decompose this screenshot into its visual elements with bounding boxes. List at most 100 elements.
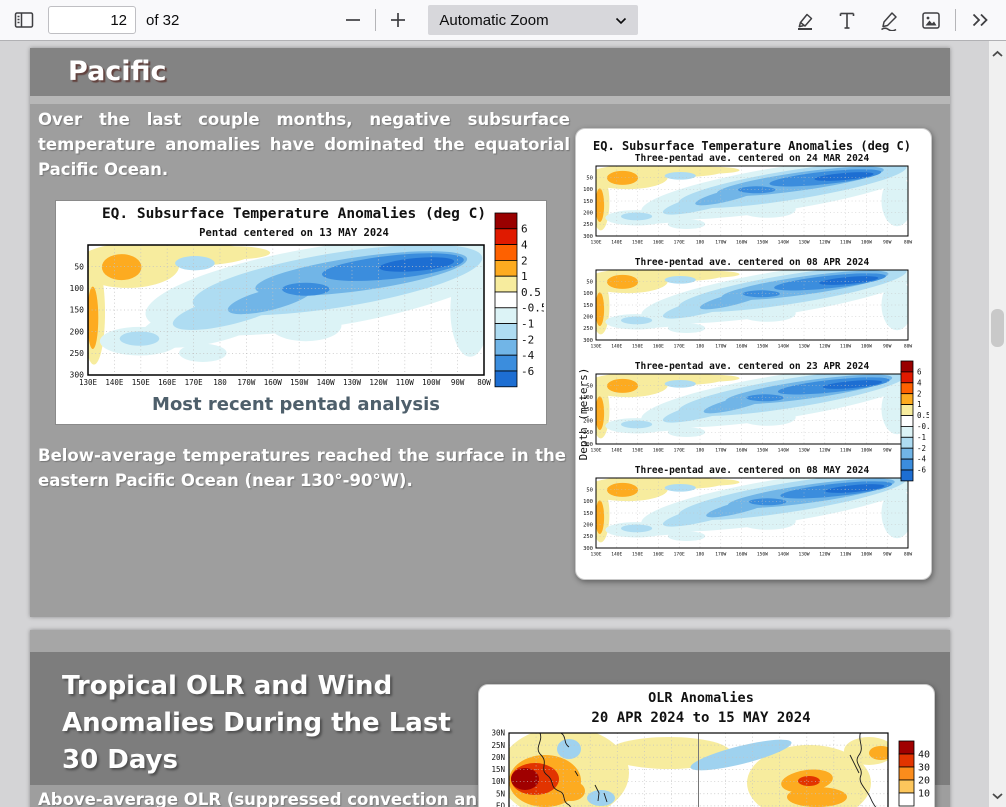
pencil-icon [878, 9, 900, 31]
svg-text:300: 300 [583, 234, 593, 240]
svg-text:150: 150 [583, 511, 593, 517]
slide-paragraph: Below-average temperatures reached the s… [38, 446, 566, 490]
svg-text:90W: 90W [883, 240, 892, 246]
chart-title: EQ. Subsurface Temperature Anomalies (de… [593, 139, 911, 153]
svg-text:150W: 150W [757, 344, 768, 350]
svg-text:130W: 130W [798, 448, 809, 454]
svg-text:-2: -2 [521, 333, 534, 346]
svg-text:130E: 130E [590, 552, 601, 558]
svg-text:90W: 90W [451, 378, 465, 387]
svg-text:Three-pentad ave. centered on: Three-pentad ave. centered on 08 MAY 202… [635, 465, 870, 476]
pdf-viewer-area[interactable]: Pacific Over the last couple months, neg… [0, 41, 989, 807]
pdf-toolbar: of 32 Automatic Zoom [0, 0, 1006, 41]
svg-text:150W: 150W [757, 240, 768, 246]
scrollbar-thumb[interactable] [991, 309, 1004, 347]
svg-text:100: 100 [583, 499, 593, 505]
svg-text:50: 50 [586, 280, 593, 286]
svg-text:2: 2 [917, 389, 922, 398]
slide-paragraph: Over the last couple months, negative su… [38, 110, 570, 179]
svg-text:30: 30 [918, 763, 930, 774]
svg-text:90W: 90W [883, 344, 892, 350]
svg-text:1: 1 [917, 400, 922, 409]
svg-text:160W: 160W [264, 378, 283, 387]
chevron-down-icon [991, 788, 1004, 803]
text-tool-button[interactable] [833, 6, 861, 34]
svg-text:150W: 150W [757, 552, 768, 558]
slide-title: Tropical OLR and Wind Anomalies During t… [62, 671, 451, 775]
svg-text:120W: 120W [819, 344, 830, 350]
text-tool-icon [836, 9, 858, 31]
svg-text:160W: 160W [736, 448, 747, 454]
svg-text:6: 6 [521, 223, 528, 236]
svg-text:20: 20 [918, 776, 930, 787]
scroll-down-button[interactable] [989, 787, 1006, 803]
svg-text:50: 50 [586, 384, 593, 390]
toggle-sidebar-button[interactable] [10, 6, 38, 34]
svg-text:EQ: EQ [496, 802, 506, 807]
svg-text:-1: -1 [521, 317, 534, 330]
svg-text:150W: 150W [757, 448, 768, 454]
zoom-out-button[interactable] [339, 6, 367, 34]
zoom-select[interactable]: Automatic Zoom [428, 5, 639, 35]
svg-text:30N: 30N [491, 729, 505, 738]
more-tools-button[interactable] [966, 6, 994, 34]
svg-text:250: 250 [583, 430, 593, 436]
slide-paragraph: Above-average OLR (suppressed convection… [38, 790, 489, 807]
svg-text:4: 4 [521, 238, 528, 251]
svg-text:140E: 140E [611, 344, 622, 350]
svg-text:130W: 130W [343, 378, 362, 387]
svg-text:130W: 130W [798, 344, 809, 350]
svg-text:110W: 110W [840, 240, 851, 246]
svg-text:150E: 150E [132, 378, 151, 387]
plus-icon [387, 9, 409, 31]
olr-chart-card: OLR Anomalies 20 APR 2024 to 15 MAY 2024… [478, 684, 935, 807]
svg-text:130E: 130E [79, 378, 98, 387]
page-number-input[interactable] [48, 6, 136, 34]
svg-text:170E: 170E [674, 344, 685, 350]
add-image-tool-button[interactable] [917, 6, 945, 34]
svg-text:140E: 140E [611, 240, 622, 246]
chart-caption: Most recent pentad analysis [152, 394, 440, 415]
svg-text:200: 200 [70, 327, 85, 336]
svg-text:120W: 120W [369, 378, 388, 387]
svg-text:-2: -2 [917, 444, 926, 453]
toolbar-divider [955, 9, 956, 31]
svg-text:110W: 110W [840, 344, 851, 350]
zoom-in-button[interactable] [384, 6, 412, 34]
svg-text:200: 200 [583, 315, 593, 321]
svg-text:110W: 110W [396, 378, 415, 387]
svg-text:130W: 130W [798, 552, 809, 558]
chevron-down-icon [615, 12, 627, 29]
svg-text:100: 100 [583, 291, 593, 297]
svg-text:300: 300 [583, 338, 593, 344]
svg-text:300: 300 [583, 546, 593, 552]
svg-text:160E: 160E [158, 378, 177, 387]
highlight-tool-button[interactable] [791, 6, 819, 34]
chart-title: EQ. Subsurface Temperature Anomalies (de… [102, 206, 486, 222]
slide-top-strip [30, 630, 950, 652]
subsurface-anomaly-panels-chart: EQ. Subsurface Temperature Anomalies (de… [577, 139, 931, 558]
minus-icon [342, 9, 364, 31]
svg-text:150: 150 [583, 303, 593, 309]
vertical-scrollbar[interactable] [989, 41, 1006, 807]
pdf-page-13: Tropical OLR and Wind Anomalies During t… [30, 630, 950, 807]
svg-text:140W: 140W [778, 240, 789, 246]
svg-text:10: 10 [918, 789, 930, 800]
svg-text:140E: 140E [105, 378, 124, 387]
svg-text:180: 180 [696, 344, 705, 350]
sidebar-icon [13, 9, 35, 31]
svg-text:300: 300 [70, 371, 85, 380]
svg-text:180: 180 [213, 378, 227, 387]
svg-text:170E: 170E [674, 448, 685, 454]
svg-text:250: 250 [70, 349, 85, 358]
svg-text:100W: 100W [861, 552, 872, 558]
scroll-up-button[interactable] [989, 45, 1006, 61]
draw-tool-button[interactable] [875, 6, 903, 34]
svg-text:50: 50 [74, 262, 84, 271]
svg-text:160W: 160W [736, 552, 747, 558]
svg-text:170E: 170E [674, 240, 685, 246]
svg-text:5N: 5N [496, 789, 505, 798]
svg-text:120W: 120W [819, 552, 830, 558]
svg-text:90W: 90W [883, 552, 892, 558]
svg-text:150: 150 [583, 407, 593, 413]
